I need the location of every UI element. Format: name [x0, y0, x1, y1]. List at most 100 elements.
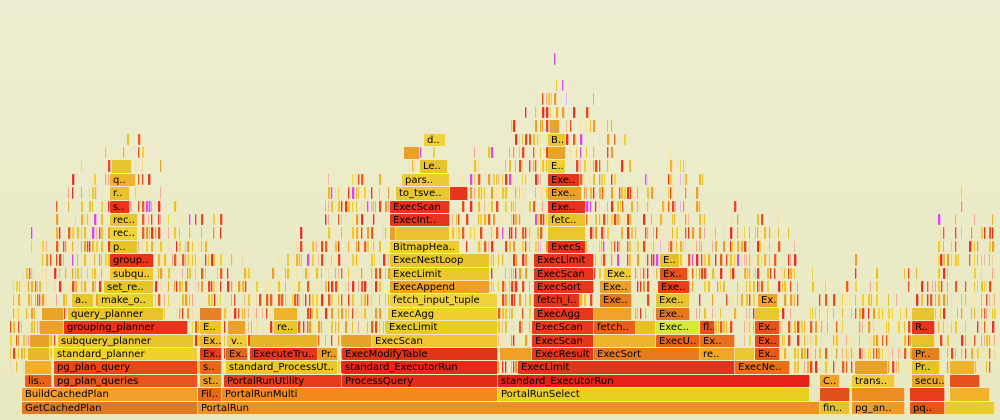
flame-frame[interactable]: [898, 361, 900, 373]
flame-frame[interactable]: [680, 200, 681, 212]
flame-frame[interactable]: [383, 321, 384, 333]
flame-frame[interactable]: [977, 334, 978, 346]
flame-frame[interactable]: [13, 307, 15, 320]
flame-frame[interactable]: [701, 214, 703, 226]
flame-frame[interactable]: [108, 173, 109, 186]
flame-frame[interactable]: [46, 267, 47, 279]
flame-frame[interactable]: [643, 281, 646, 293]
flame-frame[interactable]: [361, 307, 362, 320]
flame-frame[interactable]: [227, 267, 229, 279]
flame-frame[interactable]: [75, 214, 76, 226]
flame-frame[interactable]: [192, 294, 193, 306]
flame-frame[interactable]: [325, 214, 327, 226]
flame-frame[interactable]: [81, 240, 82, 253]
flame-frame[interactable]: [375, 227, 376, 239]
flame-frame[interactable]: [59, 227, 61, 239]
flame-frame[interactable]: [794, 321, 797, 333]
flame-frame[interactable]: [672, 227, 674, 239]
flame-frame[interactable]: [925, 281, 926, 293]
flame-frame[interactable]: [26, 348, 27, 360]
flame-frame[interactable]: [989, 334, 991, 346]
flame-frame[interactable]: [81, 200, 84, 212]
flame-frame[interactable]: [546, 93, 547, 105]
flame-frame[interactable]: [546, 120, 549, 132]
flame-frame[interactable]: [755, 307, 780, 321]
flame-frame[interactable]: [316, 321, 317, 333]
flame-frame[interactable]: [542, 106, 545, 119]
flame-frame[interactable]: [502, 307, 505, 320]
flame-frame[interactable]: [515, 214, 518, 226]
flame-frame[interactable]: [848, 348, 849, 360]
flame-frame[interactable]: [179, 240, 182, 253]
flame-frame[interactable]: [484, 214, 487, 226]
flame-frame[interactable]: [325, 307, 328, 320]
flame-frame[interactable]: [50, 348, 53, 360]
flame-frame[interactable]: [815, 321, 818, 333]
flame-frame[interactable]: [645, 254, 646, 266]
flame-frame[interactable]: [496, 173, 498, 186]
flame-frame[interactable]: [135, 147, 136, 159]
flame-frame[interactable]: [513, 267, 514, 279]
flame-frame[interactable]: [496, 187, 497, 199]
flame-frame[interactable]: [951, 348, 954, 360]
flame-frame[interactable]: [285, 267, 287, 279]
flame-frame[interactable]: [375, 281, 378, 293]
flame-frame[interactable]: [601, 254, 603, 266]
flame-frame[interactable]: [961, 307, 963, 320]
flame-frame[interactable]: [635, 267, 637, 279]
flame-frame[interactable]: [502, 334, 503, 346]
flame-frame[interactable]: [318, 334, 320, 346]
flame-frame[interactable]: [325, 240, 328, 253]
flame-frame[interactable]: re..: [274, 321, 298, 334]
flame-frame[interactable]: [957, 307, 958, 320]
flame-frame[interactable]: [611, 254, 613, 266]
flame-frame[interactable]: ExecSort: [594, 348, 700, 361]
flame-frame[interactable]: [876, 281, 879, 293]
flame-frame[interactable]: [81, 227, 82, 239]
flame-frame[interactable]: [352, 254, 355, 266]
flame-frame[interactable]: [513, 240, 516, 253]
flame-frame[interactable]: [373, 240, 375, 253]
flame-frame[interactable]: [619, 200, 622, 212]
flame-frame[interactable]: [338, 240, 340, 253]
flame-frame[interactable]: [309, 227, 310, 239]
flame-frame[interactable]: [28, 307, 29, 320]
flame-frame[interactable]: [627, 254, 629, 266]
flame-frame[interactable]: [537, 187, 538, 199]
flame-frame[interactable]: [916, 267, 918, 279]
flame-frame[interactable]: [342, 334, 372, 347]
flame-frame[interactable]: [46, 240, 47, 253]
flame-frame[interactable]: [749, 281, 752, 293]
flame-frame[interactable]: [637, 240, 640, 253]
flame-frame[interactable]: [668, 173, 670, 186]
flame-frame[interactable]: [285, 281, 286, 293]
flame-frame[interactable]: [825, 281, 827, 293]
flame-frame[interactable]: [168, 214, 170, 226]
flame-frame[interactable]: [607, 120, 608, 132]
flame-frame[interactable]: [876, 294, 879, 306]
flame-frame[interactable]: [688, 214, 689, 226]
flame-frame[interactable]: [542, 200, 543, 212]
flame-frame[interactable]: [307, 281, 310, 293]
flame-frame[interactable]: [515, 173, 516, 186]
flame-frame[interactable]: [614, 173, 617, 186]
flame-frame[interactable]: [498, 173, 499, 186]
flame-frame[interactable]: [537, 133, 539, 145]
flame-frame[interactable]: [912, 334, 935, 347]
flame-frame[interactable]: [670, 240, 673, 253]
flame-frame[interactable]: [744, 321, 745, 333]
flame-frame[interactable]: [888, 334, 889, 346]
flame-frame[interactable]: [607, 214, 609, 226]
flame-frame[interactable]: [833, 307, 834, 320]
flame-frame[interactable]: E..: [660, 254, 680, 267]
flame-frame[interactable]: [940, 281, 943, 293]
flame-frame[interactable]: ExecU..: [656, 334, 700, 347]
flame-frame[interactable]: [75, 281, 78, 293]
flame-frame[interactable]: [338, 281, 339, 293]
flame-frame[interactable]: Exe..: [604, 267, 632, 280]
flame-frame[interactable]: [18, 281, 21, 293]
flame-frame[interactable]: [971, 240, 973, 253]
flame-frame[interactable]: [550, 93, 552, 105]
flame-frame[interactable]: [746, 254, 747, 266]
flame-frame[interactable]: [699, 227, 702, 239]
